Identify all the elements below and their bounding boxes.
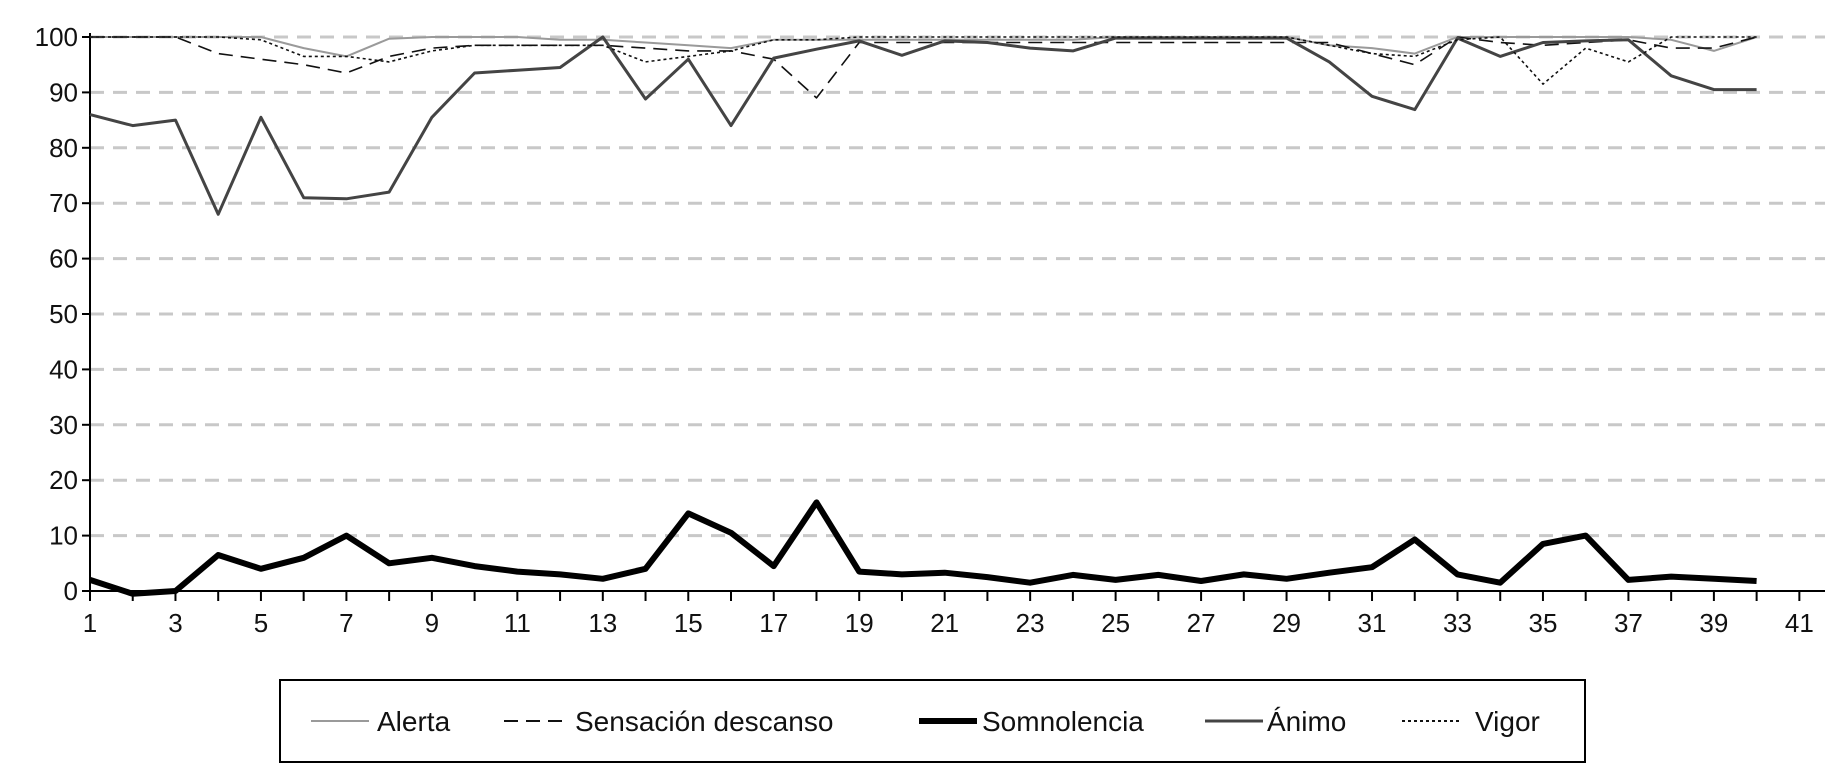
x-tick-label: 1 (83, 608, 97, 638)
y-tick-label: 100 (35, 22, 78, 52)
y-tick-label: 50 (49, 299, 78, 329)
x-tick-label: 21 (930, 608, 959, 638)
x-tick-label: 5 (254, 608, 268, 638)
x-tick-label: 13 (588, 608, 617, 638)
series-line-1 (90, 36, 1757, 99)
y-tick-label: 20 (49, 465, 78, 495)
legend-label-4: Vigor (1475, 706, 1540, 737)
y-tick-label: 80 (49, 133, 78, 163)
series-line-3 (89, 35, 1757, 216)
y-tick-label: 70 (49, 188, 78, 218)
legend-label-0: Alerta (377, 706, 451, 737)
x-tick-label: 31 (1358, 608, 1387, 638)
legend-label-1: Sensación descanso (575, 706, 833, 737)
x-tick-label: 39 (1699, 608, 1728, 638)
x-tick-label: 15 (674, 608, 703, 638)
legend-label-3: Ánimo (1267, 706, 1346, 737)
x-tick-label: 23 (1016, 608, 1045, 638)
x-tick-label: 35 (1528, 608, 1557, 638)
x-tick-label: 3 (168, 608, 182, 638)
x-tick-label: 9 (425, 608, 439, 638)
legend: Alerta Sensación descanso Somnolencia Ánimo… (279, 679, 1586, 763)
x-tick-label: 11 (504, 608, 531, 638)
x-tick-label: 33 (1443, 608, 1472, 638)
series-line-4 (90, 36, 1757, 85)
y-tick-label: 0 (64, 576, 78, 606)
x-tick-label: 29 (1272, 608, 1301, 638)
x-tick-label: 27 (1187, 608, 1216, 638)
x-tick-label: 37 (1614, 608, 1643, 638)
series-lines (89, 35, 1757, 597)
x-tick-label: 41 (1785, 608, 1814, 638)
y-tick-label: 60 (49, 244, 78, 274)
series-line-2 (89, 499, 1757, 597)
y-tick-label: 10 (49, 521, 78, 551)
x-tick-label: 7 (339, 608, 353, 638)
y-tick-label: 90 (49, 77, 78, 107)
x-tick-label: 19 (845, 608, 874, 638)
y-tick-label: 30 (49, 410, 78, 440)
legend-label-2: Somnolencia (982, 706, 1144, 737)
x-tick-label: 17 (759, 608, 788, 638)
x-tick-label: 25 (1101, 608, 1130, 638)
gridlines (90, 35, 1825, 538)
y-tick-label: 40 (49, 354, 78, 384)
series-line-0 (90, 36, 1757, 58)
